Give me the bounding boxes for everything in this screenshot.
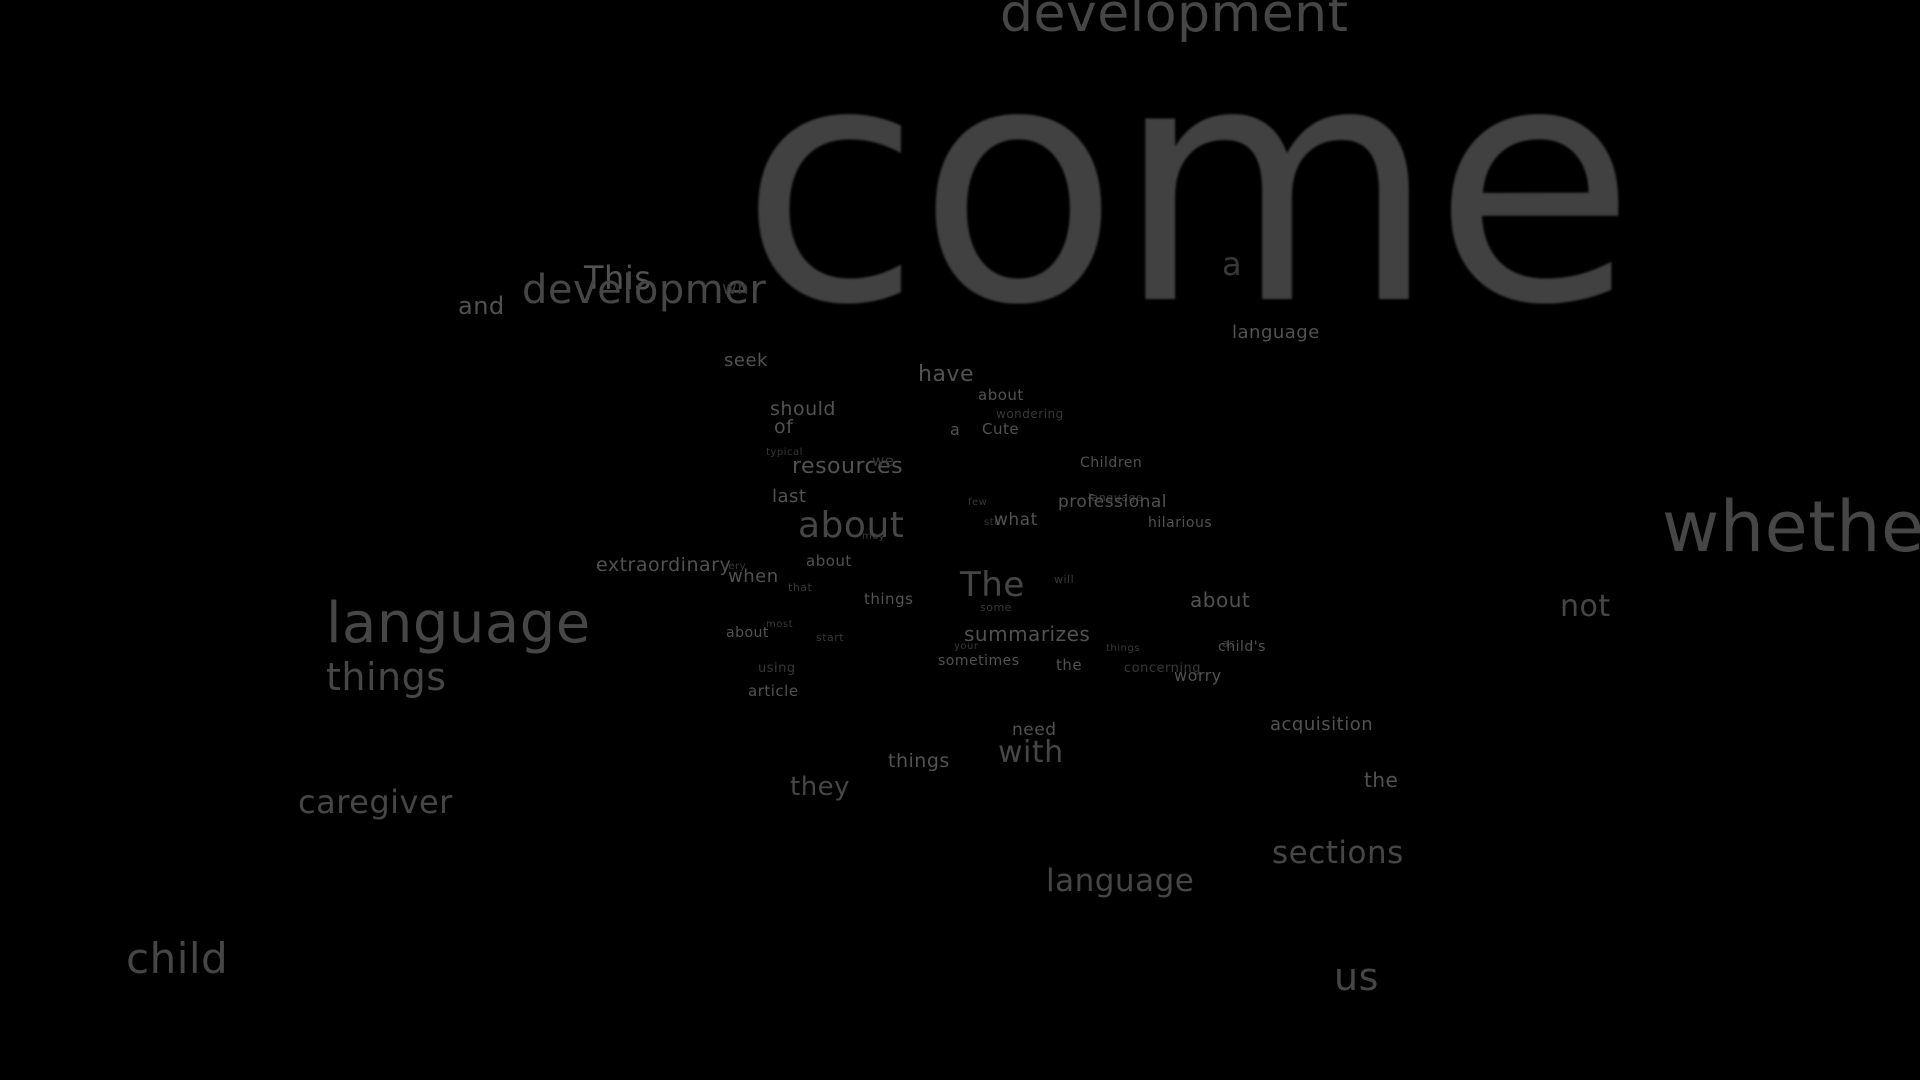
word-your: your (954, 641, 979, 652)
word-about-4: about (726, 625, 769, 641)
word-things-2: things (1106, 643, 1140, 654)
word-acquisition: acquisition (1270, 714, 1374, 735)
word-language-small: language (1088, 491, 1144, 504)
word-wh: wh (722, 278, 750, 299)
word-sometimes: sometimes (938, 653, 1020, 669)
word-as: as (1222, 637, 1236, 650)
word-whether: whethe (1662, 486, 1920, 568)
word-most: most (766, 619, 793, 630)
word-about-2: about (806, 552, 852, 570)
word-concerning: concerning (1124, 661, 1201, 676)
word-we: we (872, 452, 895, 470)
word-have: have (918, 362, 974, 387)
word-child: child (126, 934, 229, 983)
word-when: when (728, 566, 779, 587)
word-typical: typical (766, 447, 803, 458)
word-summarizes: summarizes (964, 622, 1091, 646)
word-using: using (758, 661, 796, 676)
word-things-1: things (864, 590, 914, 608)
word-wondering: wondering (996, 407, 1064, 421)
word-about-1: about (978, 386, 1024, 404)
word-language-1: language (1232, 322, 1320, 343)
word-what: what (994, 510, 1038, 530)
word-article: article (748, 682, 799, 700)
word-professional: professional (1058, 492, 1168, 512)
word-some: some (980, 601, 1012, 614)
word-very: very (722, 561, 747, 572)
word-language-3: language (1046, 863, 1195, 899)
word-and: and (458, 292, 505, 320)
word-caregiver: caregiver (298, 783, 453, 821)
word-children: Children (1080, 455, 1143, 471)
word-a-1: a (950, 420, 961, 439)
word-about-big: about (798, 505, 905, 546)
word-us: us (1334, 955, 1379, 999)
word-need: need (1012, 720, 1057, 740)
word-a-hidden: a (1222, 245, 1243, 283)
word-childs: child's (1218, 639, 1266, 655)
word-come: come (740, 0, 1636, 377)
word-development-top: development (1000, 0, 1349, 44)
word-worry: worry (1174, 666, 1222, 685)
word-about-3: about (1190, 588, 1251, 612)
word-language-big: language (326, 591, 591, 656)
word-extraordinary: extraordinary (596, 554, 732, 576)
word-few: few (968, 497, 988, 508)
word-things-big: things (326, 655, 447, 699)
word-the-big: The (960, 565, 1025, 605)
word-last: last (772, 486, 807, 507)
word-of: of (774, 416, 794, 438)
word-cute: Cute (982, 420, 1020, 438)
word-seek: seek (724, 350, 768, 371)
word-stu: stu (984, 517, 1001, 528)
word-sections: sections (1272, 835, 1404, 871)
word-will: will (1054, 573, 1075, 586)
word-that: that (788, 581, 813, 594)
word-development-left: developmer (522, 267, 767, 313)
word-the-1: the (1056, 656, 1083, 674)
word-the-2: the (1364, 768, 1399, 792)
word-resources: resources (792, 454, 904, 479)
word-start: start (816, 631, 845, 644)
word-this: This (584, 259, 652, 297)
word-should: should (770, 398, 836, 420)
word-not: not (1560, 589, 1611, 624)
word-with: with (998, 735, 1064, 770)
word-hilarious: hilarious (1148, 515, 1213, 531)
word-they: they (790, 772, 851, 802)
word-things-3: things (888, 750, 950, 772)
word-may: may (862, 531, 886, 542)
